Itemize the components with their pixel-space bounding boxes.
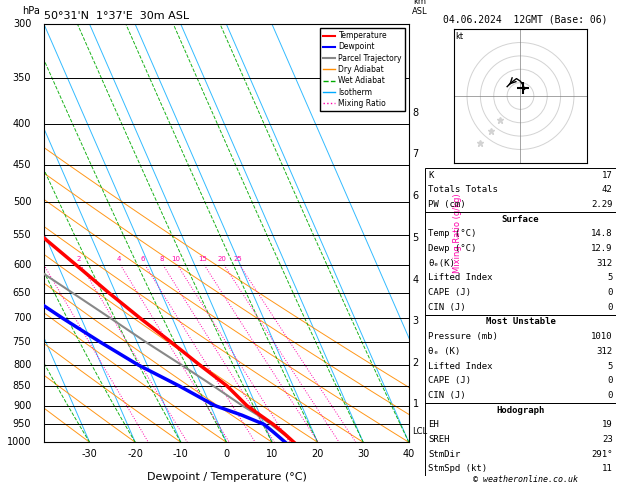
- Text: 950: 950: [13, 419, 31, 430]
- Text: 291°: 291°: [591, 450, 613, 459]
- Text: Pressure (mb): Pressure (mb): [428, 332, 498, 341]
- Text: 5: 5: [413, 233, 419, 243]
- Text: 6: 6: [413, 191, 419, 201]
- Text: 0: 0: [607, 303, 613, 312]
- Text: 0: 0: [607, 391, 613, 400]
- Bar: [425, 314, 616, 403]
- Text: 42: 42: [602, 185, 613, 194]
- Text: StmSpd (kt): StmSpd (kt): [428, 465, 487, 473]
- Text: SREH: SREH: [428, 435, 450, 444]
- Text: 30: 30: [357, 449, 369, 459]
- Text: θₑ (K): θₑ (K): [428, 347, 460, 356]
- Text: 3: 3: [413, 316, 419, 327]
- Text: 5: 5: [607, 362, 613, 370]
- Text: 0: 0: [607, 288, 613, 297]
- Text: 900: 900: [13, 400, 31, 411]
- Text: Dewp (°C): Dewp (°C): [428, 244, 477, 253]
- Text: CIN (J): CIN (J): [428, 303, 466, 312]
- Text: Dewpoint / Temperature (°C): Dewpoint / Temperature (°C): [147, 471, 306, 482]
- Text: 25: 25: [233, 256, 242, 262]
- Text: 0: 0: [607, 376, 613, 385]
- Text: 14.8: 14.8: [591, 229, 613, 238]
- Text: 450: 450: [13, 160, 31, 170]
- Text: 12.9: 12.9: [591, 244, 613, 253]
- Text: kt: kt: [455, 32, 463, 41]
- Text: Temp (°C): Temp (°C): [428, 229, 477, 238]
- Text: Totals Totals: Totals Totals: [428, 185, 498, 194]
- Text: 04.06.2024  12GMT (Base: 06): 04.06.2024 12GMT (Base: 06): [443, 15, 608, 25]
- Text: 1000: 1000: [7, 437, 31, 447]
- Text: 2: 2: [77, 256, 81, 262]
- Text: 350: 350: [13, 73, 31, 83]
- Text: km
ASL: km ASL: [412, 0, 428, 16]
- Text: 600: 600: [13, 260, 31, 270]
- Text: Mixing Ratio (g/kg): Mixing Ratio (g/kg): [453, 193, 462, 273]
- Text: Lifted Index: Lifted Index: [428, 362, 493, 370]
- Text: 300: 300: [13, 19, 31, 29]
- Text: θₑ(K): θₑ(K): [428, 259, 455, 268]
- Bar: [425, 168, 616, 212]
- Text: EH: EH: [428, 420, 439, 429]
- Text: 500: 500: [13, 197, 31, 207]
- Text: 5: 5: [607, 274, 613, 282]
- Text: 17: 17: [602, 171, 613, 179]
- Bar: [425, 403, 616, 476]
- Text: Hodograph: Hodograph: [496, 406, 545, 415]
- Text: 700: 700: [13, 313, 31, 324]
- Text: CAPE (J): CAPE (J): [428, 376, 471, 385]
- Text: 650: 650: [13, 288, 31, 298]
- Text: -10: -10: [173, 449, 189, 459]
- Text: 8: 8: [159, 256, 164, 262]
- Text: © weatheronline.co.uk: © weatheronline.co.uk: [473, 474, 577, 484]
- Text: -30: -30: [82, 449, 97, 459]
- Text: StmDir: StmDir: [428, 450, 460, 459]
- Text: 312: 312: [596, 259, 613, 268]
- Text: 40: 40: [403, 449, 415, 459]
- Text: 0: 0: [223, 449, 230, 459]
- Text: 7: 7: [413, 149, 419, 159]
- Text: 11: 11: [602, 465, 613, 473]
- Text: 4: 4: [116, 256, 121, 262]
- Text: LCL: LCL: [413, 427, 428, 436]
- Text: 20: 20: [218, 256, 226, 262]
- Text: 1: 1: [413, 399, 419, 409]
- Text: 6: 6: [141, 256, 145, 262]
- Text: 19: 19: [602, 420, 613, 429]
- Text: 15: 15: [198, 256, 207, 262]
- Text: CAPE (J): CAPE (J): [428, 288, 471, 297]
- Text: 2.29: 2.29: [591, 200, 613, 209]
- Text: 400: 400: [13, 119, 31, 129]
- Text: Lifted Index: Lifted Index: [428, 274, 493, 282]
- Text: 8: 8: [413, 108, 419, 118]
- Bar: [425, 212, 616, 314]
- Text: 10: 10: [171, 256, 180, 262]
- Legend: Temperature, Dewpoint, Parcel Trajectory, Dry Adiabat, Wet Adiabat, Isotherm, Mi: Temperature, Dewpoint, Parcel Trajectory…: [320, 28, 405, 111]
- Text: CIN (J): CIN (J): [428, 391, 466, 400]
- Text: 2: 2: [413, 358, 419, 367]
- Text: 20: 20: [311, 449, 324, 459]
- Text: Most Unstable: Most Unstable: [486, 317, 555, 327]
- Text: 850: 850: [13, 381, 31, 391]
- Text: -20: -20: [127, 449, 143, 459]
- Text: 800: 800: [13, 360, 31, 370]
- Text: 50°31'N  1°37'E  30m ASL: 50°31'N 1°37'E 30m ASL: [44, 11, 189, 21]
- Text: Surface: Surface: [502, 215, 539, 224]
- Text: 23: 23: [602, 435, 613, 444]
- Text: 750: 750: [13, 337, 31, 347]
- Text: PW (cm): PW (cm): [428, 200, 466, 209]
- Text: K: K: [428, 171, 434, 179]
- Text: 10: 10: [266, 449, 278, 459]
- Text: 550: 550: [13, 230, 31, 240]
- Text: hPa: hPa: [22, 6, 40, 16]
- Text: 4: 4: [413, 275, 419, 285]
- Text: 1010: 1010: [591, 332, 613, 341]
- Text: 312: 312: [596, 347, 613, 356]
